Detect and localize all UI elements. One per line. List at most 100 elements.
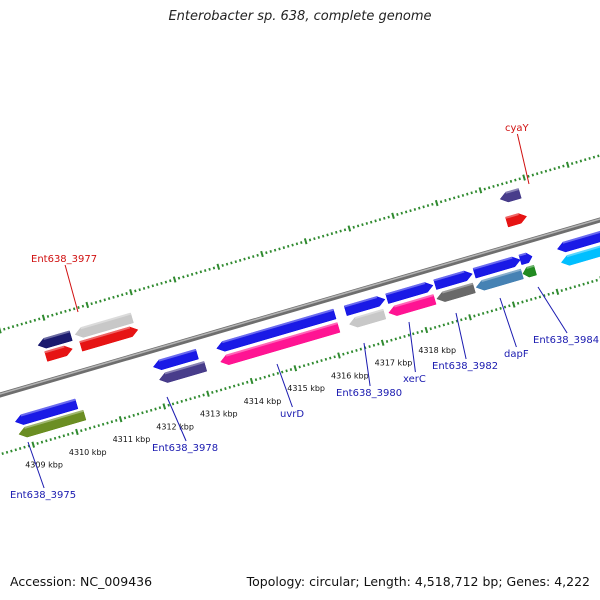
major-tick bbox=[347, 225, 352, 232]
minor-tick bbox=[560, 289, 563, 292]
genome-backbone bbox=[0, 217, 600, 398]
minor-tick bbox=[110, 420, 114, 424]
minor-tick bbox=[49, 438, 52, 442]
minor-tick bbox=[112, 295, 115, 299]
minor-tick bbox=[128, 415, 131, 419]
minor-tick bbox=[7, 326, 10, 330]
minor-tick bbox=[289, 368, 293, 371]
minor-tick bbox=[396, 213, 399, 216]
minor-tick bbox=[24, 321, 28, 325]
minor-tick bbox=[81, 304, 85, 308]
minor-tick bbox=[71, 431, 74, 435]
gene-feature bbox=[220, 322, 341, 365]
minor-tick bbox=[276, 371, 280, 375]
minor-tick bbox=[508, 304, 511, 308]
minor-tick bbox=[496, 183, 500, 187]
minor-tick bbox=[404, 210, 408, 214]
minor-tick bbox=[169, 279, 172, 283]
scale-label: 4312 kbp bbox=[156, 422, 194, 431]
minor-tick bbox=[93, 425, 96, 429]
minor-tick bbox=[263, 375, 266, 379]
minor-tick bbox=[483, 187, 486, 191]
minor-tick bbox=[324, 357, 328, 361]
minor-tick bbox=[298, 365, 301, 369]
gene-feature bbox=[388, 294, 437, 316]
minor-tick bbox=[557, 165, 561, 169]
gene-feature bbox=[522, 264, 537, 278]
minor-tick bbox=[549, 168, 552, 172]
major-tick bbox=[511, 301, 516, 308]
minor-tick bbox=[158, 406, 162, 410]
minor-tick bbox=[14, 448, 17, 452]
minor-tick bbox=[116, 294, 120, 298]
gene-label: Ent638_3975 bbox=[10, 441, 76, 501]
minor-tick bbox=[582, 282, 585, 286]
minor-tick bbox=[107, 297, 111, 301]
accession-text: Accession: NC_009436 bbox=[10, 574, 153, 589]
minor-tick bbox=[315, 360, 319, 364]
gene-feature bbox=[44, 345, 73, 362]
gene-feature bbox=[472, 256, 521, 279]
topology-text: Topology: circular; Length: 4,518,712 bp… bbox=[246, 574, 590, 589]
minor-tick bbox=[198, 394, 201, 398]
minor-tick bbox=[390, 338, 393, 342]
scale-label: 4318 kbp bbox=[418, 346, 456, 355]
minor-tick bbox=[578, 283, 581, 287]
gene-label: xerC bbox=[403, 321, 426, 385]
minor-tick bbox=[138, 288, 141, 292]
minor-tick bbox=[121, 293, 124, 297]
gene-feature bbox=[74, 312, 134, 338]
minor-tick bbox=[225, 262, 229, 266]
minor-tick bbox=[224, 387, 227, 391]
minor-tick bbox=[586, 281, 590, 285]
minor-tick bbox=[164, 280, 168, 284]
minor-tick bbox=[438, 324, 441, 328]
minor-tick bbox=[584, 158, 587, 162]
minor-tick bbox=[10, 449, 13, 453]
minor-tick bbox=[53, 436, 57, 440]
minor-tick bbox=[369, 220, 373, 224]
minor-tick bbox=[285, 369, 288, 373]
minor-tick bbox=[481, 312, 485, 315]
minor-tick bbox=[569, 286, 572, 290]
minor-tick bbox=[343, 228, 347, 232]
gene-feature bbox=[216, 308, 337, 352]
minor-tick bbox=[55, 312, 58, 316]
minor-tick bbox=[378, 218, 382, 222]
minor-tick bbox=[88, 426, 92, 430]
minor-tick bbox=[433, 326, 437, 329]
scale-label: 4311 kbp bbox=[113, 435, 151, 444]
major-tick bbox=[434, 199, 439, 207]
minor-tick bbox=[147, 285, 150, 289]
major-tick bbox=[41, 314, 46, 321]
minor-tick bbox=[282, 246, 286, 250]
minor-tick bbox=[321, 234, 325, 238]
minor-tick bbox=[474, 190, 478, 194]
minor-tick bbox=[490, 309, 494, 313]
minor-tick bbox=[538, 295, 542, 299]
minor-tick bbox=[346, 351, 349, 355]
minor-tick bbox=[149, 408, 153, 412]
minor-tick bbox=[503, 305, 507, 309]
major-tick bbox=[380, 339, 385, 346]
minor-tick bbox=[151, 284, 155, 288]
gene-label-text: uvrD bbox=[280, 409, 304, 420]
minor-tick bbox=[247, 256, 251, 260]
minor-tick bbox=[308, 238, 312, 242]
minor-tick bbox=[377, 342, 380, 346]
minor-tick bbox=[36, 441, 39, 445]
minor-tick bbox=[514, 178, 517, 182]
scale-ticks: 4309 kbp 4310 kbp 4311 kbp 4312 kbp 4313 kbp… bbox=[0, 154, 600, 470]
gene-label: Ent638_3977 bbox=[31, 254, 97, 313]
major-tick bbox=[478, 187, 483, 194]
major-tick bbox=[216, 263, 221, 270]
gene-label-text: Ent638_3975 bbox=[10, 490, 76, 501]
gene-label-text: Ent638_3984 bbox=[533, 335, 599, 346]
gene-label-text: dapF bbox=[504, 349, 529, 360]
minor-tick bbox=[544, 169, 548, 173]
major-tick bbox=[31, 441, 36, 448]
minor-tick bbox=[221, 264, 224, 267]
minor-tick bbox=[211, 390, 214, 394]
minor-tick bbox=[335, 230, 338, 234]
minor-tick bbox=[527, 174, 530, 178]
